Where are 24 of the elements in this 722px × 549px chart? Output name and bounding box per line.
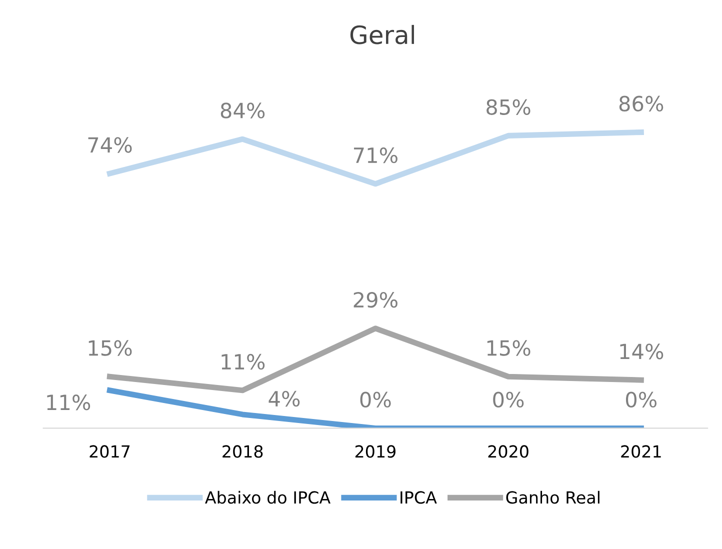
data-label: 11%	[222, 354, 265, 370]
x-tick-label: 2020	[488, 445, 528, 458]
x-tick-label: 2017	[90, 445, 130, 458]
data-label: 4%	[268, 390, 300, 407]
x-tick-label: 2021	[621, 445, 661, 458]
x-tick-label: 2019	[355, 445, 396, 458]
chart-title: Geral	[350, 24, 414, 44]
data-label: 11%	[47, 394, 90, 410]
data-label: 15%	[487, 340, 530, 356]
data-label: 74%	[88, 137, 132, 153]
data-label: 15%	[88, 340, 132, 356]
data-label: 84%	[220, 102, 265, 118]
data-label: 0%	[626, 392, 657, 408]
data-label: 71%	[354, 147, 398, 164]
data-label: 0%	[493, 392, 524, 408]
legend-label: Abaixo do IPCA	[205, 490, 330, 504]
x-tick-label: 2018	[222, 445, 263, 458]
legend-label: IPCA	[400, 491, 437, 504]
data-label: 14%	[620, 344, 664, 360]
data-label: 85%	[486, 99, 530, 115]
legend-label: Ganho Real	[506, 490, 600, 504]
data-label: 86%	[619, 96, 664, 112]
data-label: 0%	[360, 392, 391, 408]
data-label: 29%	[354, 292, 398, 308]
